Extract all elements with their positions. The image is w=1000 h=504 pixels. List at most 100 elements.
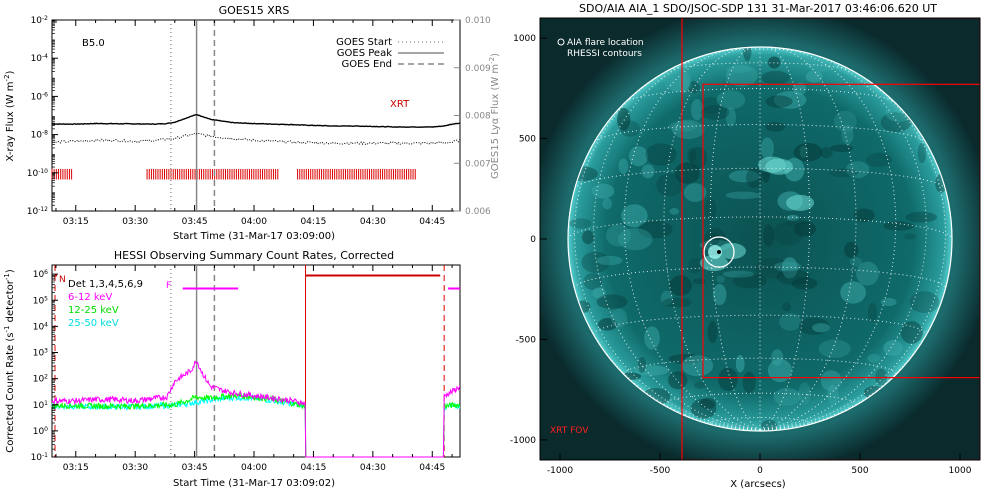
hessi-series-6-12-keV	[51, 360, 461, 458]
aia-y-tick-label: -1000	[510, 436, 536, 446]
disk-feature	[909, 291, 940, 314]
disk-feature	[690, 398, 717, 419]
hessi-x-tick-label: 04:15	[300, 463, 326, 473]
disk-feature	[782, 302, 791, 312]
disk-feature	[812, 323, 830, 333]
disk-feature	[732, 273, 767, 289]
goes-y2-tick-label: 0.010	[465, 16, 491, 26]
heliographic-grid	[568, 47, 952, 431]
aia-x-axis: -1000 -500 0 500 1000	[547, 453, 972, 476]
goes-xrt-coverage	[51, 168, 416, 180]
disk-feature	[602, 197, 613, 210]
disk-feature	[781, 257, 798, 279]
goes-xrt-annotation: XRT	[390, 99, 410, 110]
disk-feature	[856, 261, 879, 286]
grid-meridian	[759, 50, 927, 431]
goes-y-tick-label: 10-2	[31, 15, 49, 27]
disk-feature	[722, 270, 754, 278]
aia-legend-rhessi: RHESSI contours	[567, 49, 642, 59]
disk-feature	[818, 339, 851, 358]
active-region	[786, 194, 814, 211]
disk-feature	[820, 370, 842, 392]
goes-y2-label: GOES15 Lyα Flux (W m-2)	[488, 53, 501, 179]
disk-feature	[617, 228, 653, 251]
legend-goes-start: GOES Start	[336, 37, 392, 48]
disk-feature	[776, 269, 810, 285]
goes-y-tick-label: 10-10	[27, 167, 48, 179]
goes-y-label: X-ray Flux (W m-2)	[3, 70, 16, 161]
hessi-y-tick-label: 104	[33, 321, 48, 333]
disk-feature	[669, 275, 692, 296]
grid-parallel	[625, 88, 895, 103]
hessi-y-tick-label: 10-1	[31, 452, 49, 464]
aia-title: SDO/AIA AIA_1 SDO/JSOC-SDP 131 31-Mar-20…	[579, 2, 937, 15]
disk-feature	[718, 367, 738, 391]
disk-feature	[773, 91, 807, 109]
disk-feature	[844, 241, 859, 259]
goes-y2-tick-label: 0.006	[465, 207, 491, 217]
disk-feature	[669, 208, 680, 215]
disk-feature	[674, 162, 700, 184]
disk-feature	[905, 211, 938, 223]
disk-feature	[681, 355, 714, 377]
goes-x-tick-label: 03:30	[122, 217, 148, 227]
aia-x-label: X (arcsecs)	[730, 479, 786, 490]
hessi-x-axis: 03:15 03:30 03:45 04:00 04:15 04:30 04:45	[55, 265, 453, 473]
disk-feature	[746, 167, 763, 189]
legend-goes-peak: GOES Peak	[337, 48, 392, 59]
aia-legend-circle-icon	[557, 38, 565, 46]
grid-meridian	[623, 48, 761, 431]
disk-feature	[805, 70, 823, 83]
disk-feature	[704, 197, 717, 221]
goes-y-tick-label: 10-4	[31, 53, 49, 64]
disk-feature	[569, 218, 592, 229]
disk-feature	[690, 98, 704, 121]
disk-feature	[903, 233, 917, 240]
goes-y2-tick-label: 0.009	[465, 64, 491, 74]
disk-feature	[866, 152, 892, 168]
disk-feature	[596, 255, 623, 266]
grid-parallel	[568, 216, 952, 240]
disk-feature	[760, 137, 774, 160]
disk-feature	[687, 148, 697, 163]
disk-feature	[829, 168, 859, 178]
aia-x-tick-label: -1000	[547, 466, 573, 476]
disk-feature	[716, 90, 746, 110]
aia-xrt-fov-label: XRT FOV	[550, 426, 589, 436]
hessi-x-tick-label: 03:45	[182, 463, 208, 473]
disk-feature	[598, 318, 618, 331]
disk-feature	[735, 354, 745, 373]
disk-feature	[660, 290, 673, 306]
hessi-y-tick-label: 100	[33, 425, 48, 437]
goes-x-tick-label: 03:15	[63, 217, 89, 227]
goes-y-axis: 10-2 10-4 10-6 10-8 10-10 10-12	[27, 15, 58, 217]
goes-y2-tick-label: 0.008	[465, 112, 491, 122]
disk-feature	[786, 214, 800, 221]
disk-feature	[688, 257, 702, 274]
aia-y-tick-label: 0	[530, 235, 536, 245]
disk-feature	[820, 147, 833, 159]
disk-feature	[704, 227, 727, 252]
disk-feature	[699, 97, 722, 115]
aia-x-tick-label: 1000	[949, 466, 972, 476]
goes-flare-time-lines	[170, 20, 216, 211]
grid-parallel	[574, 167, 946, 190]
disk-feature	[637, 356, 647, 373]
disk-feature	[773, 387, 801, 406]
disk-feature	[883, 221, 914, 231]
hessi-x-label: Start Time (31-Mar-17 03:09:02)	[173, 478, 335, 489]
hessi-legend-6-12: 6-12 keV	[68, 292, 112, 303]
disk-feature	[853, 208, 875, 223]
hessi-y-tick-label: 106	[33, 269, 48, 281]
disk-feature	[761, 70, 790, 85]
disk-feature	[880, 112, 912, 132]
hessi-y-label: Corrected Count Rate (s-1 detector-1)	[3, 269, 16, 453]
hessi-flare-flag-marker: F	[166, 281, 171, 291]
hessi-plot-frame	[51, 264, 461, 458]
disk-feature	[840, 281, 866, 304]
disk-feature	[583, 273, 602, 290]
xrt-fov-box-inner	[702, 83, 980, 379]
disk-feature	[664, 68, 692, 92]
grid-parallel	[623, 357, 897, 374]
